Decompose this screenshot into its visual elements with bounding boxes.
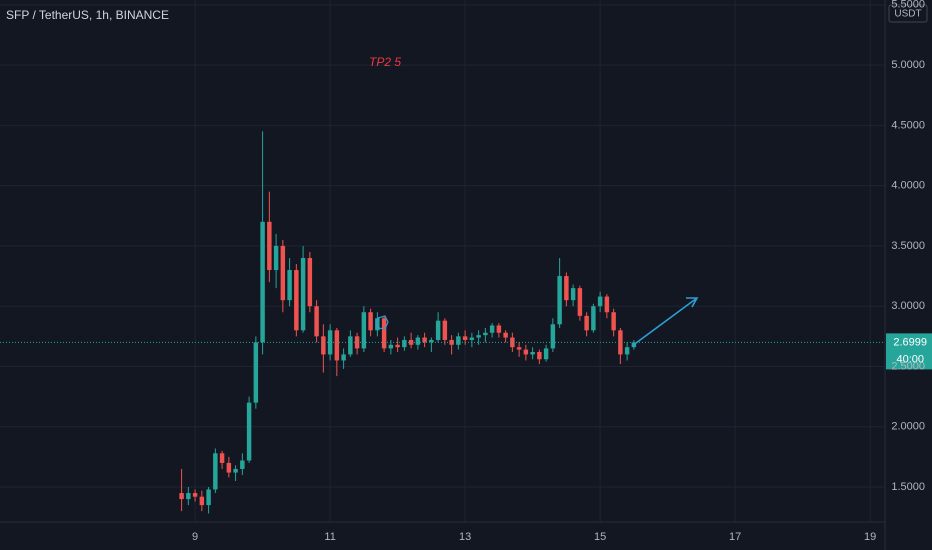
candle-body bbox=[186, 493, 191, 500]
candle-body bbox=[246, 402, 252, 461]
chart-title: SFP / TetherUS, 1h, BINANCE bbox=[6, 8, 169, 22]
y-tick-label: 4.0000 bbox=[891, 180, 925, 192]
candle-body bbox=[618, 330, 623, 355]
candle-body bbox=[395, 344, 400, 348]
candle-body bbox=[604, 296, 610, 313]
candle-body bbox=[402, 339, 407, 348]
candle-body bbox=[213, 453, 218, 490]
candle-body bbox=[449, 339, 454, 345]
candle-body bbox=[591, 306, 596, 331]
candle-body bbox=[557, 276, 562, 325]
candle-body bbox=[334, 330, 340, 361]
candle-body bbox=[577, 288, 583, 316]
candle-body bbox=[314, 306, 319, 337]
candle-body bbox=[273, 245, 279, 271]
candle-body bbox=[388, 344, 394, 349]
arrow-head bbox=[686, 297, 699, 308]
candle-body bbox=[226, 462, 232, 473]
candle-body bbox=[253, 342, 259, 403]
countdown-label: 40:00 bbox=[896, 353, 924, 365]
candle-body bbox=[280, 245, 286, 301]
candle-body bbox=[199, 496, 205, 506]
candle-body bbox=[570, 288, 576, 301]
candle-body bbox=[192, 493, 198, 497]
candle-body bbox=[462, 336, 468, 340]
candle-body bbox=[624, 347, 630, 355]
candle-body bbox=[476, 335, 481, 338]
drawing-shape bbox=[375, 315, 389, 330]
x-tick-label: 19 bbox=[864, 531, 876, 543]
x-tick-label: 15 bbox=[594, 531, 606, 543]
candle-body bbox=[422, 337, 427, 343]
x-tick-label: 9 bbox=[192, 531, 198, 543]
candle-body bbox=[240, 460, 245, 469]
candle-body bbox=[564, 276, 569, 301]
last-price-label: 2.6999 bbox=[893, 336, 927, 348]
candle-body bbox=[523, 349, 529, 355]
candle-body bbox=[321, 336, 326, 355]
candle-body bbox=[469, 337, 475, 340]
candle-body bbox=[260, 221, 265, 343]
x-tick-label: 13 bbox=[459, 531, 471, 543]
y-tick-label: 1.5000 bbox=[891, 481, 925, 493]
candle-body bbox=[442, 320, 448, 340]
candle-body bbox=[348, 336, 353, 355]
y-tick-label: 2.5000 bbox=[891, 360, 925, 372]
candle-body bbox=[456, 336, 461, 345]
candle-body bbox=[219, 453, 225, 463]
candle-body bbox=[206, 489, 211, 506]
x-tick-label: 11 bbox=[324, 531, 335, 543]
candle-body bbox=[368, 312, 373, 331]
candle-body bbox=[611, 312, 616, 331]
currency-box bbox=[888, 4, 928, 23]
candle-body bbox=[361, 312, 367, 349]
candle-body bbox=[597, 296, 603, 307]
candle-body bbox=[233, 468, 238, 473]
candle-body bbox=[341, 354, 346, 361]
candle-body bbox=[179, 493, 184, 500]
y-tick-label: 3.0000 bbox=[891, 300, 925, 312]
overlay: 2.6999 40:00 bbox=[0, 333, 932, 370]
arrow-line bbox=[631, 297, 698, 347]
y-tick-label: 3.5000 bbox=[891, 240, 925, 252]
candle-body bbox=[510, 337, 515, 348]
candle-body bbox=[381, 318, 387, 349]
annotation: TP2 5 bbox=[369, 55, 401, 69]
last-price-box bbox=[886, 333, 932, 370]
trend-arrow bbox=[631, 297, 699, 347]
candle-body bbox=[516, 347, 522, 350]
candle-body bbox=[489, 325, 495, 333]
candle-body bbox=[429, 339, 434, 343]
candle-body bbox=[537, 352, 542, 360]
candle-body bbox=[267, 221, 272, 271]
y-tick-label: 5.5000 bbox=[891, 0, 925, 11]
candle-body bbox=[550, 324, 556, 349]
candle-body bbox=[435, 320, 441, 340]
candle-body bbox=[287, 270, 292, 301]
candle-body bbox=[294, 270, 299, 331]
grid bbox=[0, 0, 885, 522]
candle-body bbox=[496, 325, 502, 333]
candle-body bbox=[300, 257, 306, 331]
candle-body bbox=[530, 352, 535, 355]
y-tick-label: 5.0000 bbox=[891, 59, 925, 71]
y-tick-label: 4.5000 bbox=[891, 119, 925, 131]
candle-body bbox=[483, 332, 488, 336]
candle-body bbox=[307, 257, 313, 307]
currency-label: USDT bbox=[894, 9, 921, 20]
x-tick-label: 17 bbox=[729, 531, 741, 543]
candle-body bbox=[584, 315, 589, 331]
candle-body bbox=[543, 348, 549, 360]
candle-body bbox=[415, 337, 421, 345]
y-tick-label: 2.0000 bbox=[891, 421, 925, 433]
candles bbox=[179, 131, 637, 514]
candle-body bbox=[503, 332, 508, 338]
